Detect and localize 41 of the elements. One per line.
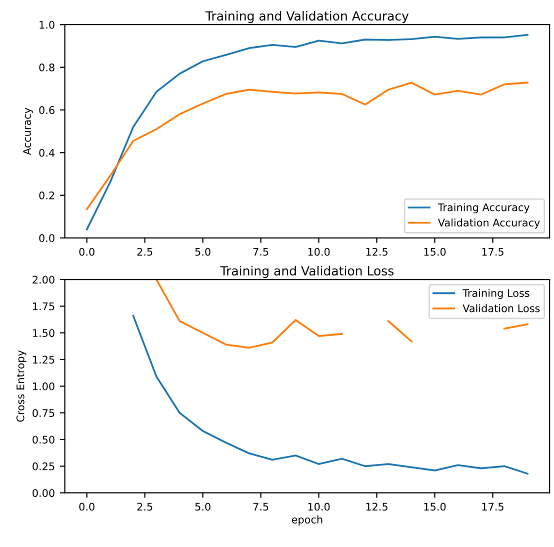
x-tick-label: 17.5 xyxy=(482,248,504,256)
chart-title: Training and Validation Loss xyxy=(220,266,394,278)
x-tick-label: 10.0 xyxy=(308,248,330,256)
x-tick-label: 7.5 xyxy=(253,248,268,256)
y-tick-label: 1.25 xyxy=(33,356,54,364)
y-axis-title: Accuracy xyxy=(23,108,33,155)
y-tick-label: 0.6 xyxy=(39,106,54,114)
x-tick-label: 5.0 xyxy=(195,502,210,511)
y-tick-label: 1.0 xyxy=(40,20,54,29)
y-tick-label: 1.75 xyxy=(33,302,54,310)
line-series xyxy=(132,314,528,475)
x-tick-label: 17.5 xyxy=(482,502,504,511)
legend-label: Training Loss xyxy=(462,288,530,299)
x-tick-label: 12.5 xyxy=(366,248,388,256)
legend-label: Validation Accuracy xyxy=(438,218,540,229)
y-tick-label: 0.4 xyxy=(39,148,55,157)
x-tick-label: 0.0 xyxy=(79,248,94,256)
y-tick-label: 2.00 xyxy=(32,276,54,284)
x-tick-label: 15.0 xyxy=(424,248,446,256)
y-tick-label: 0.8 xyxy=(39,64,54,72)
y-tick-label: 0.75 xyxy=(32,409,54,417)
y-axis-title: Cross Entropy xyxy=(16,350,26,422)
y-tick-label: 0.2 xyxy=(39,192,54,200)
y-tick-label: 1.50 xyxy=(33,329,54,337)
y-tick-label: 0.50 xyxy=(32,436,54,444)
chart-title: Training and Validation Accuracy xyxy=(205,10,409,24)
legend-label: Validation Loss xyxy=(462,304,540,312)
x-tick-label: 10.0 xyxy=(308,502,330,511)
x-tick-label: 2.5 xyxy=(137,502,152,511)
x-tick-label: 0.0 xyxy=(79,502,94,511)
x-tick-label: 15.0 xyxy=(424,502,446,511)
x-axis-title: epoch xyxy=(292,515,322,526)
y-tick-label: 0.00 xyxy=(32,489,54,497)
x-tick-label: 7.5 xyxy=(253,502,268,511)
x-tick-label: 12.5 xyxy=(366,502,388,511)
y-tick-label: 0.0 xyxy=(39,234,54,242)
legend-label: Training Accuracy xyxy=(438,203,530,214)
x-tick-label: 5.0 xyxy=(195,248,210,256)
y-tick-label: 1.00 xyxy=(33,382,54,390)
x-tick-label: 2.5 xyxy=(137,248,152,256)
y-tick-label: 0.25 xyxy=(32,462,54,470)
